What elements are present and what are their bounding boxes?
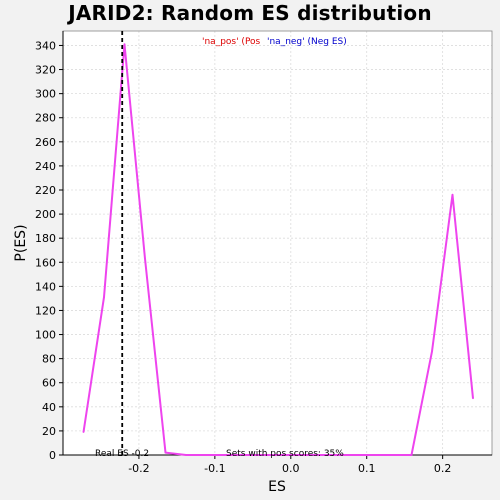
chart-title: JARID2: Random ES distribution <box>68 1 432 25</box>
x-tick-label: 0.0 <box>282 462 300 475</box>
y-tick-label: 220 <box>35 184 56 197</box>
series-point <box>410 454 413 456</box>
y-tick-label: 260 <box>35 136 56 149</box>
y-tick-label: 200 <box>35 208 56 221</box>
pos-scores-annotation: Sets with pos scores: 35% <box>226 449 344 459</box>
y-tick-label: 160 <box>35 256 56 269</box>
series-point <box>451 194 454 196</box>
plot-area <box>63 31 492 455</box>
series-line <box>82 43 474 456</box>
legend-neg-label: 'na_neg' (Neg ES) <box>267 37 347 47</box>
y-tick-label: 340 <box>35 39 56 52</box>
y-tick-label: 100 <box>35 329 56 342</box>
series-point <box>431 350 433 353</box>
series-point <box>267 454 269 456</box>
series-point <box>308 454 310 456</box>
y-tick-label: 280 <box>35 112 56 125</box>
x-tick-label: 0.1 <box>358 462 376 475</box>
series-point <box>205 454 208 456</box>
series-point <box>349 454 351 456</box>
y-tick-label: 0 <box>49 449 56 462</box>
y-tick-label: 180 <box>35 232 56 245</box>
x-axis-label: ES <box>268 479 286 495</box>
series-point <box>328 454 331 456</box>
y-tick-label: 60 <box>42 377 56 390</box>
series-point <box>369 454 372 456</box>
y-tick-label: 300 <box>35 88 56 101</box>
y-tick-label: 20 <box>42 425 56 438</box>
y-tick-label: 320 <box>35 64 56 77</box>
x-tick-label: 0.2 <box>434 462 452 475</box>
series-point <box>185 454 187 456</box>
series-layer <box>82 43 474 456</box>
series-point <box>164 451 167 454</box>
x-tick-label: -0.1 <box>204 462 225 475</box>
y-tick-label: 140 <box>35 280 56 293</box>
y-tick-label: 120 <box>35 304 56 317</box>
y-tick-label: 80 <box>42 353 56 366</box>
y-tick-label: 240 <box>35 160 56 173</box>
series-point <box>144 257 146 260</box>
series-point <box>123 43 126 46</box>
series-point <box>103 296 105 299</box>
y-axis-label: P(ES) <box>13 224 29 261</box>
series-point <box>472 397 474 400</box>
x-tick-label: -0.2 <box>128 462 149 475</box>
series-point <box>287 454 290 456</box>
real-es-label: Real ES -0.2 <box>95 449 149 459</box>
legend-pos-label: 'na_pos' (Pos <box>202 37 261 47</box>
series-point <box>82 431 85 433</box>
series-point <box>226 454 228 456</box>
y-tick-label: 40 <box>42 401 56 414</box>
series-point <box>246 454 249 456</box>
y-axis-ticks: 0 20 40 60 80 100 120 140 160 180 200 220 240 260 280 3… <box>35 39 63 462</box>
series-point <box>390 454 392 456</box>
x-axis-ticks: -0.2 -0.1 0.0 0.1 0.2 <box>128 455 451 475</box>
